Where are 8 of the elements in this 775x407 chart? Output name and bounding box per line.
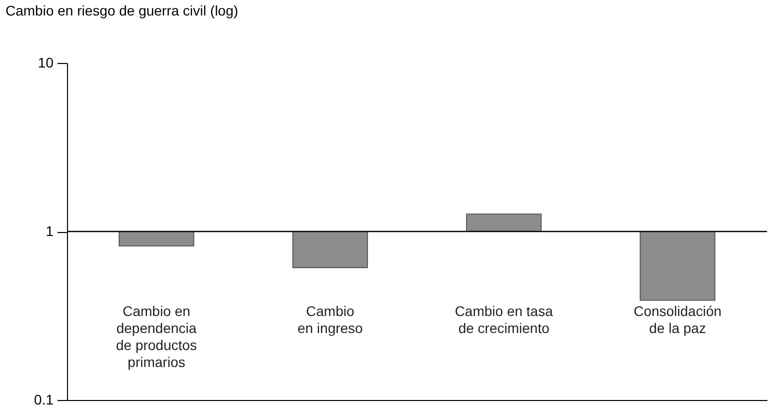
y-tick-label: 10 [38,54,54,70]
x-tick-label: Cambio en tasa de crecimiento [454,303,554,336]
x-tick-label: Cambio en dependencia de productos primarios [116,303,197,370]
y-axis-title: Cambio en riesgo de guerra civil (log) [6,2,238,18]
x-tick-label: Cambio en ingreso [297,303,364,336]
y-tick-label: 1 [46,223,54,239]
y-tick-label: 0.1 [34,392,54,407]
x-tick-label: Consolidación de la paz [634,303,722,336]
